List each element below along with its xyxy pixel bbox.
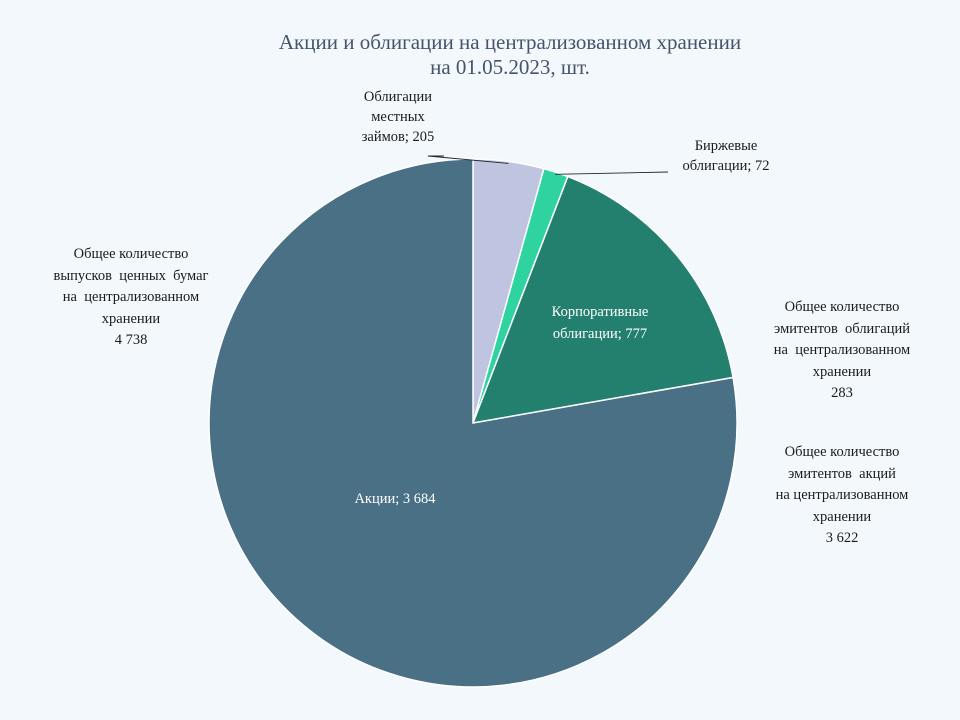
total-securities-note-line-2: выпусков ценных бумаг bbox=[53, 267, 209, 284]
total-securities-note-value: 4 738 bbox=[114, 332, 148, 348]
share-issuers-note-line-2: эмитентов акций bbox=[788, 465, 896, 482]
share-issuers-note: Общее количество эмитентов акций на цент… bbox=[752, 442, 932, 550]
label-corporate-bonds-value: 777 bbox=[622, 326, 647, 342]
chart-title-line-2: на 01.05.2023, шт. bbox=[430, 55, 590, 79]
label-exchange-bonds-line: облигации; 72 bbox=[682, 158, 769, 174]
label-local-bonds-line: займов; 205 bbox=[362, 129, 435, 145]
label-local-bonds-line: Облигации bbox=[364, 89, 432, 105]
share-issuers-note-line-4: хранении bbox=[812, 508, 872, 525]
bond-issuers-note: Общее количество эмитентов облигаций на … bbox=[752, 297, 932, 405]
label-corporate-bonds: Корпоративные облигации; 777 bbox=[552, 304, 649, 342]
label-exchange-bonds-line: Биржевые bbox=[695, 138, 758, 154]
share-issuers-note-line-3: на централизованном bbox=[775, 487, 909, 503]
label-corporate-bonds-line: Корпоративные bbox=[552, 304, 649, 320]
label-exchange-bonds: Биржевые облигации; 72 bbox=[682, 138, 769, 174]
label-local-bonds-line: местных bbox=[371, 109, 425, 125]
total-securities-note-line-3: на централизованном bbox=[62, 289, 200, 305]
total-securities-note-line-4: хранении bbox=[101, 310, 161, 327]
slice-corporate-bonds bbox=[471, 175, 734, 424]
total-securities-note: Общее количество выпусков ценных бумаг н… bbox=[16, 244, 246, 352]
slice-shares bbox=[208, 158, 738, 688]
total-securities-note-line-1: Общее количество bbox=[73, 246, 189, 262]
label-local-bonds-leader bbox=[427, 155, 509, 164]
label-exchange-bonds-leader bbox=[555, 171, 669, 175]
chart-title-line-1: Акции и облигации на централизованном хр… bbox=[278, 30, 742, 54]
label-local-bonds-value: 205 bbox=[409, 129, 434, 145]
bond-issuers-note-line-4: хранении bbox=[812, 363, 872, 380]
label-local-bonds: Облигации местных займов; 205 bbox=[362, 89, 435, 145]
share-issuers-note-value: 3 622 bbox=[825, 530, 859, 546]
label-exchange-bonds-value: 72 bbox=[751, 158, 769, 174]
bond-issuers-note-line-2: эмитентов облигаций bbox=[774, 320, 910, 337]
label-shares-line: Акции; 3 684 bbox=[354, 491, 436, 507]
bond-issuers-note-line-3: на централизованном bbox=[773, 342, 911, 358]
share-issuers-note-line-1: Общее количество bbox=[784, 444, 900, 460]
bond-issuers-note-value: 283 bbox=[831, 385, 853, 401]
label-corporate-bonds-line: облигации; 777 bbox=[553, 326, 647, 342]
chart-title: Акции и облигации на централизованном хр… bbox=[190, 30, 830, 80]
label-shares: Акции; 3 684 bbox=[354, 491, 436, 507]
bond-issuers-note-line-1: Общее количество bbox=[784, 299, 900, 315]
label-shares-value: 3 684 bbox=[399, 491, 436, 507]
